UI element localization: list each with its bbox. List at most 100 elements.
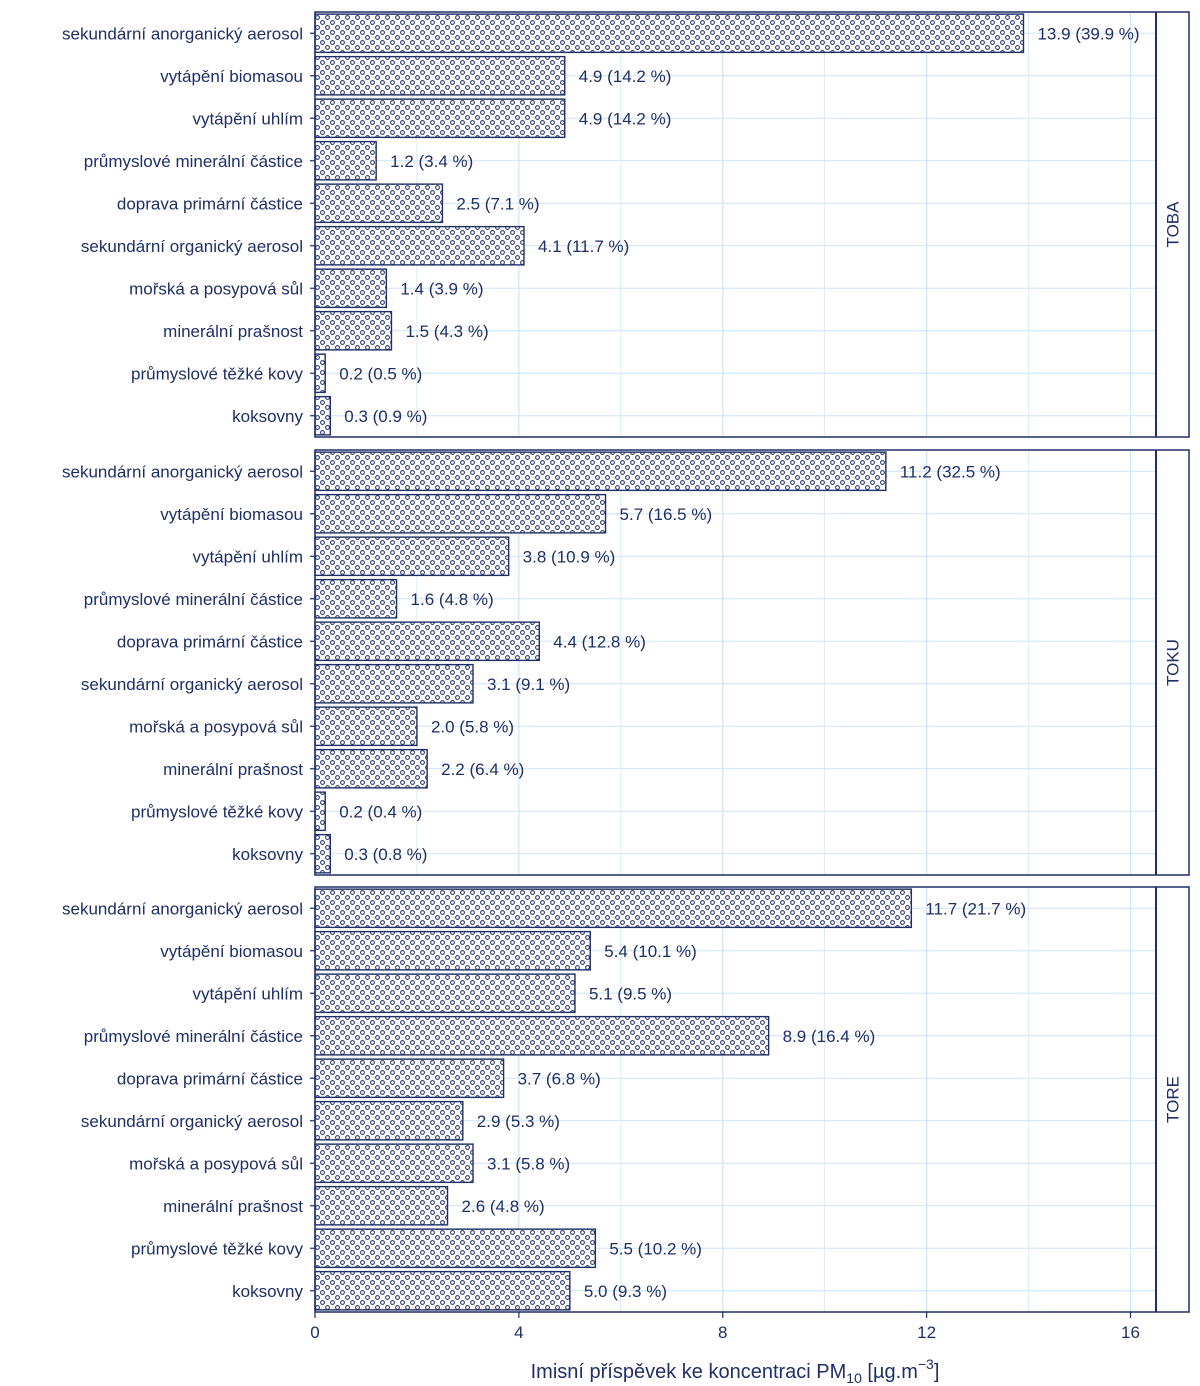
category-label: průmyslové těžké kovy xyxy=(131,802,303,821)
value-label: 4.9 (14.2 %) xyxy=(579,67,672,86)
bar-tore-5 xyxy=(314,1100,464,1141)
bar-toba-6 xyxy=(314,268,388,309)
bar-toba-9 xyxy=(314,395,331,436)
category-label: doprava primární částice xyxy=(117,632,303,651)
bar-toba-8 xyxy=(314,353,326,394)
panel-frame xyxy=(314,886,1190,1313)
category-label: koksovny xyxy=(232,1282,303,1301)
value-label: 0.3 (0.8 %) xyxy=(344,845,427,864)
bar-tore-4 xyxy=(314,1058,505,1099)
value-label: 4.1 (11.7 %) xyxy=(538,237,629,256)
value-label: 4.9 (14.2 %) xyxy=(579,109,672,128)
value-label: 0.2 (0.4 %) xyxy=(339,802,422,821)
category-label: vytápění biomasou xyxy=(160,67,303,86)
category-label: sekundární anorganický aerosol xyxy=(62,899,303,918)
category-label: vytápění biomasou xyxy=(160,942,303,961)
category-label: vytápění uhlím xyxy=(192,547,303,566)
panel-toku: 11.2 (32.5 %) sekundární anorganický aero… xyxy=(62,449,1190,876)
bar-toku-1 xyxy=(314,493,607,534)
bar-tore-9 xyxy=(314,1270,571,1311)
strip-label-tore: TORE xyxy=(1164,1076,1183,1123)
value-label: 5.7 (16.5 %) xyxy=(620,505,713,524)
value-label: 0.2 (0.5 %) xyxy=(339,364,422,383)
bar-toku-0 xyxy=(314,451,887,492)
category-label: sekundární organický aerosol xyxy=(81,675,303,694)
value-label: 2.5 (7.1 %) xyxy=(456,194,539,213)
value-label: 2.0 (5.8 %) xyxy=(431,717,514,736)
category-label: koksovny xyxy=(232,407,303,426)
category-label: minerální prašnost xyxy=(163,322,303,341)
category-label: sekundární organický aerosol xyxy=(81,1112,303,1131)
bar-tore-3 xyxy=(314,1015,770,1056)
bar-tore-8 xyxy=(314,1228,597,1269)
category-label: průmyslové minerální částice xyxy=(84,590,303,609)
category-label: sekundární anorganický aerosol xyxy=(62,24,303,43)
value-label: 5.0 (9.3 %) xyxy=(584,1282,667,1301)
value-label: 5.4 (10.1 %) xyxy=(604,942,697,961)
bar-tore-6 xyxy=(314,1143,474,1184)
category-label: mořská a posypová sůl xyxy=(129,1154,303,1173)
panels: 13.9 (39.9 %) sekundární anorganický aero… xyxy=(62,11,1190,1313)
bar-toku-2 xyxy=(314,536,510,577)
bar-toba-4 xyxy=(314,183,444,224)
category-label: vytápění uhlím xyxy=(192,984,303,1003)
category-label: sekundární anorganický aerosol xyxy=(62,462,303,481)
category-label: minerální prašnost xyxy=(163,760,303,779)
strip-label-toba: TOBA xyxy=(1164,201,1183,248)
value-label: 8.9 (16.4 %) xyxy=(783,1027,876,1046)
category-label: průmyslové minerální částice xyxy=(84,152,303,171)
panel-frame xyxy=(314,11,1190,438)
value-label: 11.7 (21.7 %) xyxy=(925,899,1026,918)
value-label: 0.3 (0.9 %) xyxy=(344,407,427,426)
bar-toba-7 xyxy=(314,310,393,351)
value-label: 2.9 (5.3 %) xyxy=(477,1112,560,1131)
bar-tore-7 xyxy=(314,1185,449,1226)
category-label: doprava primární částice xyxy=(117,1069,303,1088)
bar-toba-5 xyxy=(314,225,525,266)
category-label: minerální prašnost xyxy=(163,1197,303,1216)
bar-toku-6 xyxy=(314,706,418,747)
value-label: 2.6 (4.8 %) xyxy=(462,1197,545,1216)
value-label: 1.6 (4.8 %) xyxy=(411,590,494,609)
bar-toku-3 xyxy=(314,578,398,619)
strip-label-toku: TOKU xyxy=(1164,639,1183,686)
category-label: koksovny xyxy=(232,845,303,864)
bar-toku-8 xyxy=(314,791,326,832)
bar-tore-2 xyxy=(314,973,576,1014)
value-label: 3.1 (9.1 %) xyxy=(487,675,570,694)
category-label: mořská a posypová sůl xyxy=(129,279,303,298)
x-tick-label: 0 xyxy=(310,1323,319,1342)
value-label: 5.1 (9.5 %) xyxy=(589,984,672,1003)
x-tick-label: 4 xyxy=(514,1323,523,1342)
x-axis-title: Imisní příspěvek ke koncentraci PM10 [µg… xyxy=(531,1356,940,1386)
x-tick-label: 16 xyxy=(1121,1323,1140,1342)
x-tick-label: 8 xyxy=(718,1323,727,1342)
bar-tore-0 xyxy=(314,888,913,929)
panel-toba: 13.9 (39.9 %) sekundární anorganický aero… xyxy=(62,11,1190,438)
bar-toba-2 xyxy=(314,98,566,139)
value-label: 3.1 (5.8 %) xyxy=(487,1154,570,1173)
bar-toku-4 xyxy=(314,621,540,662)
value-label: 1.2 (3.4 %) xyxy=(390,152,473,171)
value-label: 1.5 (4.3 %) xyxy=(405,322,488,341)
category-label: vytápění biomasou xyxy=(160,505,303,524)
bar-toba-0 xyxy=(314,13,1025,54)
value-label: 5.5 (10.2 %) xyxy=(609,1239,702,1258)
panel-frame xyxy=(314,449,1190,876)
category-label: doprava primární částice xyxy=(117,194,303,213)
value-label: 4.4 (12.8 %) xyxy=(553,632,646,651)
category-label: mořská a posypová sůl xyxy=(129,717,303,736)
value-label: 3.7 (6.8 %) xyxy=(518,1069,601,1088)
bar-toku-9 xyxy=(314,833,331,874)
value-label: 13.9 (39.9 %) xyxy=(1037,24,1139,43)
value-label: 1.4 (3.9 %) xyxy=(400,279,483,298)
category-label: průmyslové těžké kovy xyxy=(131,364,303,383)
category-label: průmyslové minerální částice xyxy=(84,1027,303,1046)
panel-tore: 11.7 (21.7 %) sekundární anorganický aero… xyxy=(62,886,1190,1313)
bar-toba-1 xyxy=(314,55,566,96)
bar-toba-3 xyxy=(314,140,377,181)
x-tick-label: 12 xyxy=(917,1323,936,1342)
category-label: průmyslové těžké kovy xyxy=(131,1239,303,1258)
bar-toku-7 xyxy=(314,748,428,789)
